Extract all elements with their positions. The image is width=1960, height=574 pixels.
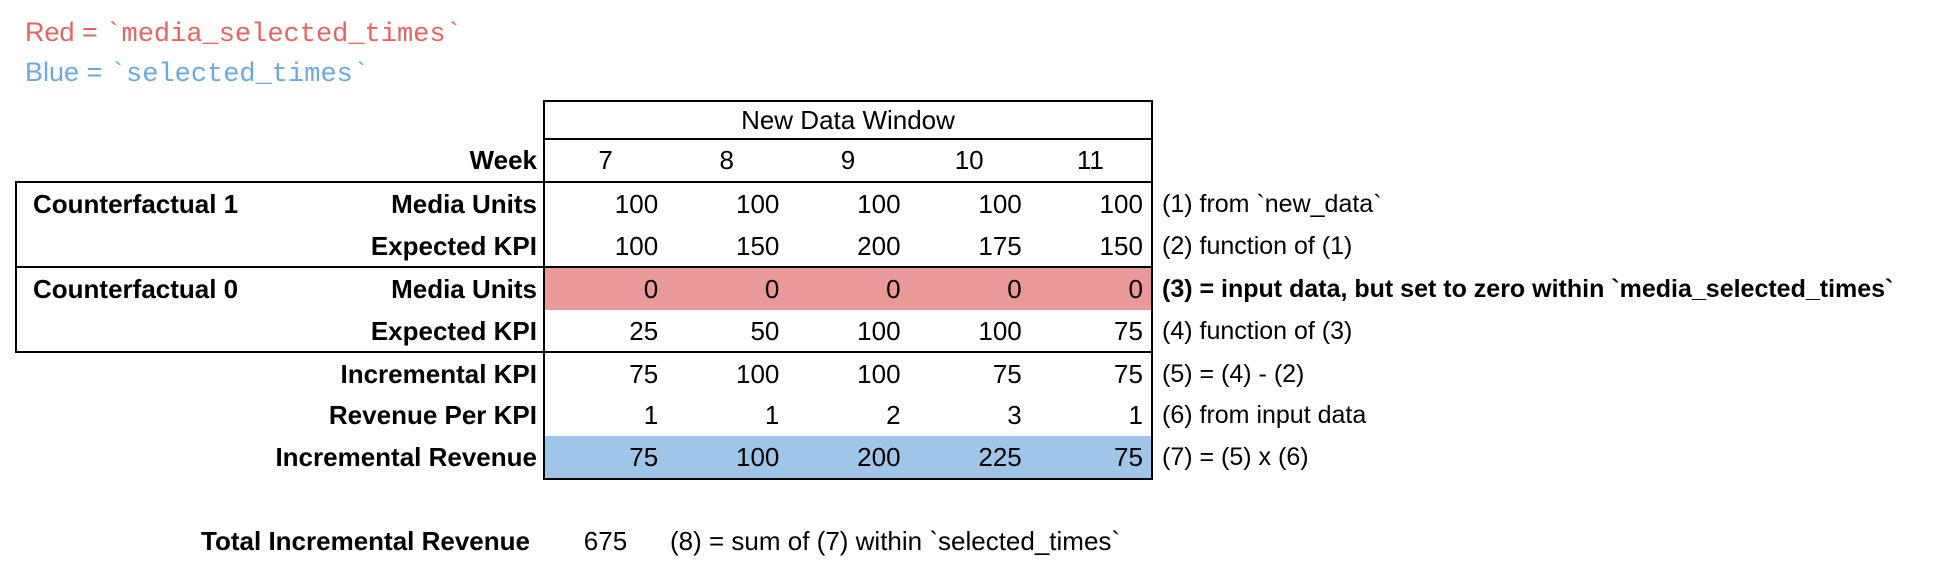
row-annotation: (7) = (5) x (6) [1162, 443, 1309, 471]
data-cell: 100 [614, 231, 659, 261]
legend-red-code: `media_selected_times` [105, 20, 462, 50]
grid-line [15, 266, 1153, 268]
week-header-cell: 7 [598, 145, 613, 175]
row-label-incremental-kpi: Incremental KPI [340, 359, 537, 389]
grid-line [15, 351, 1153, 353]
week-row-label: Week [469, 145, 537, 175]
data-cell: 75 [1114, 359, 1143, 389]
data-row-blue-highlight: 75 100 200 225 75 [545, 436, 1151, 478]
week-header-cell: 10 [954, 145, 984, 175]
row-label-incremental-revenue: Incremental Revenue [275, 442, 537, 472]
data-cell: 150 [1099, 231, 1143, 261]
data-cell: 1 [1128, 400, 1143, 430]
row-label-media-units: Media Units [391, 274, 537, 304]
data-cell: 100 [857, 359, 901, 389]
legend-red-prefix: Red = [25, 17, 106, 47]
row-label-expected-kpi: Expected KPI [370, 316, 537, 346]
data-cell: 75 [992, 359, 1022, 389]
row-annotation: (6) from input data [1162, 401, 1367, 429]
data-cell: 75 [629, 442, 659, 472]
data-cell: 0 [764, 274, 780, 304]
week-header-row: 7 8 9 10 11 [545, 140, 1151, 181]
data-cell: 150 [735, 231, 780, 261]
data-cell: 100 [857, 189, 901, 219]
total-incremental-revenue-label: Total Incremental Revenue [201, 526, 530, 556]
data-cell: 75 [629, 359, 659, 389]
group-label-counterfactual-0: Counterfactual 0 [33, 274, 239, 304]
data-cell: 75 [1114, 442, 1143, 472]
week-header-cell: 9 [840, 145, 856, 175]
grid-line [543, 138, 1153, 140]
total-incremental-revenue-value: 675 [583, 526, 628, 556]
data-cell: 100 [614, 189, 659, 219]
data-row: 100 150 200 175 150 [545, 225, 1151, 268]
total-annotation: (8) = sum of (7) within `selected_times` [670, 526, 1121, 556]
row-annotation: (2) function of (1) [1162, 232, 1353, 260]
data-row: 75 100 100 75 75 [545, 353, 1151, 395]
data-cell: 175 [978, 231, 1022, 261]
legend-blue-prefix: Blue = [25, 57, 110, 87]
row-label-revenue-per-kpi: Revenue Per KPI [328, 400, 537, 430]
new-data-window-header: New Data Window [741, 105, 955, 135]
data-cell: 225 [978, 442, 1022, 472]
counterfactual-boxes-left-border [15, 181, 17, 353]
data-cell: 200 [857, 442, 901, 472]
data-cell: 0 [1007, 274, 1022, 304]
row-annotation: (4) function of (3) [1162, 317, 1353, 345]
data-cell: 100 [978, 189, 1022, 219]
data-grid-border [543, 100, 1153, 480]
row-annotation: (3) = input data, but set to zero within… [1162, 275, 1894, 303]
row-label-media-units: Media Units [391, 189, 537, 219]
data-cell: 0 [1128, 274, 1143, 304]
data-cell: 50 [750, 316, 780, 346]
data-cell: 3 [1007, 400, 1022, 430]
data-row-red-highlight: 0 0 0 0 0 [545, 268, 1151, 310]
row-annotation: (1) from `new_data` [1162, 190, 1382, 218]
data-cell: 100 [735, 189, 780, 219]
grid-line [15, 181, 1153, 183]
data-row: 1 1 2 3 1 [545, 395, 1151, 436]
week-header-cell: 11 [1076, 145, 1104, 175]
data-cell: 1 [764, 400, 780, 430]
data-cell: 0 [886, 274, 901, 304]
row-label-expected-kpi: Expected KPI [370, 231, 537, 261]
data-cell: 100 [735, 359, 780, 389]
data-cell: 100 [735, 442, 780, 472]
group-label-counterfactual-1: Counterfactual 1 [33, 189, 239, 219]
data-cell: 0 [643, 274, 659, 304]
data-cell: 100 [857, 316, 901, 346]
legend-blue-line: Blue = `selected_times` [25, 56, 370, 90]
legend-red-line: Red = `media_selected_times` [25, 16, 462, 50]
row-annotation: (5) = (4) - (2) [1162, 360, 1305, 388]
data-cell: 2 [886, 400, 901, 430]
data-cell: 100 [1099, 189, 1143, 219]
data-cell: 1 [643, 400, 659, 430]
data-cell: 200 [857, 231, 901, 261]
data-row: 100 100 100 100 100 [545, 183, 1151, 225]
data-cell: 75 [1114, 316, 1143, 346]
legend-blue-code: `selected_times` [109, 60, 370, 90]
week-header-cell: 8 [719, 145, 735, 175]
data-cell: 100 [978, 316, 1022, 346]
data-row: 25 50 100 100 75 [545, 310, 1151, 353]
data-cell: 25 [629, 316, 659, 346]
